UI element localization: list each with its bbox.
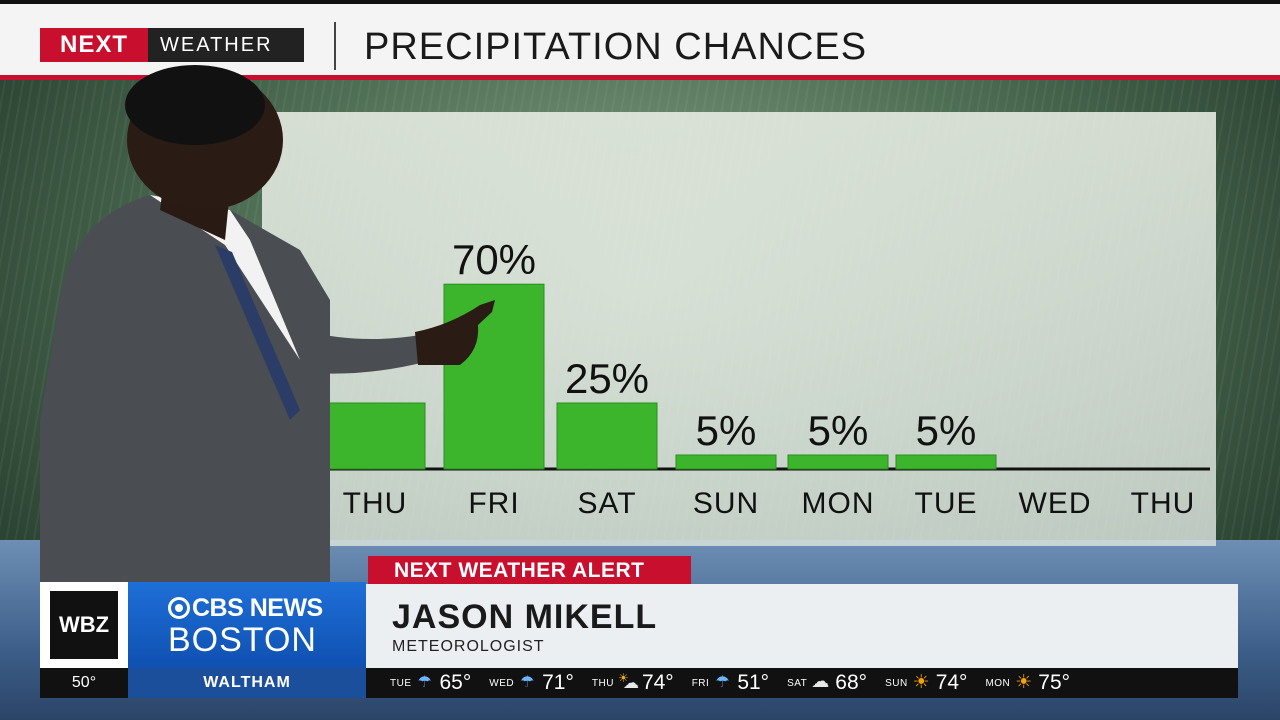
rain-icon xyxy=(713,672,735,693)
location-label: WALTHAM xyxy=(128,668,366,698)
weather-ticker: 50° WALTHAM TUE 65° WED 71° THU 74° FRI 51° SAT 6… xyxy=(40,668,1238,698)
forecast-temp: 68° xyxy=(835,671,868,694)
value-label-4: 5% xyxy=(808,407,869,454)
network-bottom-text: BOSTON xyxy=(168,620,317,659)
forecast-item-wed: WED 71° xyxy=(489,671,574,695)
bar-sat-2 xyxy=(556,402,658,470)
bar-thu-0 xyxy=(324,402,426,470)
forecast-temp: 71° xyxy=(542,671,574,694)
value-label-3: 5% xyxy=(696,407,757,454)
day-label-3: SUN xyxy=(693,487,759,520)
brand-next-text: NEXT xyxy=(40,28,148,62)
network-top-text: CBS NEWS xyxy=(192,593,323,622)
header-divider xyxy=(334,22,336,70)
day-label-7: THU xyxy=(1131,487,1196,520)
bar-sun-3 xyxy=(675,454,777,470)
forecast-day: TUE xyxy=(390,677,412,689)
partly-cloudy-icon xyxy=(618,671,640,693)
rain-icon xyxy=(518,672,540,693)
forecast-day: FRI xyxy=(691,677,710,689)
sun-icon xyxy=(912,671,934,694)
cloud-icon xyxy=(811,671,833,693)
value-label-1: 70% xyxy=(452,236,536,283)
forecast-item-fri: FRI 51° xyxy=(692,671,769,695)
forecast-day: MON xyxy=(985,677,1011,689)
forecast-item-mon: MON 75° xyxy=(985,671,1070,695)
rain-icon xyxy=(416,672,438,693)
forecast-temp: 74° xyxy=(641,671,674,694)
sun-icon xyxy=(1014,671,1036,694)
forecast-strip: TUE 65° WED 71° THU 74° FRI 51° SAT 68° SUN 74° MON 7… xyxy=(390,668,1088,698)
bar-tue-5 xyxy=(895,454,997,470)
forecast-item-tue: TUE 65° xyxy=(390,671,471,695)
bar-mon-4 xyxy=(787,454,889,470)
day-label-5: TUE xyxy=(915,487,978,520)
weather-alert-tag: NEXT WEATHER ALERT xyxy=(368,556,691,586)
wbz-logo-text: WBZ xyxy=(50,591,118,659)
day-label-6: WED xyxy=(1019,487,1092,520)
forecast-temp: 74° xyxy=(935,671,968,694)
page-title: PRECIPITATION CHANCES xyxy=(364,26,868,68)
cbs-news-boston-logo: CBS NEWS BOSTON xyxy=(128,582,366,668)
station-logo: WBZ xyxy=(40,582,128,668)
forecast-item-sun: SUN 74° xyxy=(885,671,967,695)
forecast-day: THU xyxy=(591,677,614,689)
forecast-day: WED xyxy=(489,677,515,689)
forecast-temp: 51° xyxy=(737,671,770,694)
forecast-temp: 75° xyxy=(1038,671,1071,694)
day-label-1: FRI xyxy=(468,487,519,520)
bar-fri-1 xyxy=(443,283,545,470)
cbs-eye-icon xyxy=(168,596,190,619)
value-label-5: 5% xyxy=(916,407,977,454)
presenter-name: JASON MIKELL xyxy=(392,598,658,636)
current-temperature: 50° xyxy=(71,674,97,691)
forecast-day: SUN xyxy=(885,677,908,689)
day-label-2: SAT xyxy=(577,487,636,520)
brand-weather-text: WEATHER xyxy=(160,33,273,56)
next-weather-logo: NEXT WEATHER xyxy=(40,28,304,62)
presenter-role: METEOROLOGIST xyxy=(392,638,545,655)
network-logo-top: CBS NEWS xyxy=(168,594,366,623)
forecast-temp: 65° xyxy=(439,671,472,694)
forecast-item-sat: SAT 68° xyxy=(787,671,867,695)
forecast-item-thu: THU 74° xyxy=(592,671,674,695)
value-label-2: 25% xyxy=(565,355,649,402)
forecast-day: SAT xyxy=(787,677,808,689)
day-label-0: THU xyxy=(343,487,408,520)
day-label-4: MON xyxy=(802,487,875,520)
